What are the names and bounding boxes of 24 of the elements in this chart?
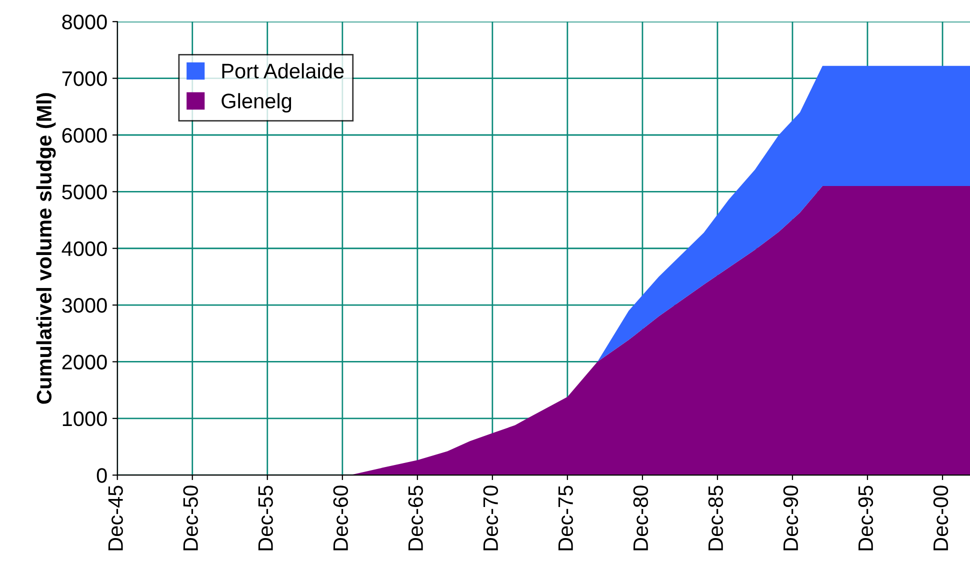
y-tick-label: 4000 <box>62 241 107 256</box>
x-tick-label: Dec-50 <box>183 486 198 550</box>
x-tick-label: Dec-65 <box>408 486 424 550</box>
y-tick-label: 8000 <box>62 14 107 30</box>
x-tick-label: Dec-70 <box>483 486 498 550</box>
x-tick-label: Dec-85 <box>708 486 724 550</box>
x-tick-label: Dec-90 <box>783 486 798 550</box>
x-tick-label: Dec-55 <box>258 486 273 550</box>
y-tick-label: 1000 <box>62 411 107 426</box>
y-tick-label: 2000 <box>62 354 107 370</box>
y-tick-label: 6000 <box>62 128 107 143</box>
y-tick-label: 5000 <box>62 184 107 200</box>
x-tick-label: Dec-95 <box>858 486 874 550</box>
x-tick-label: Dec-60 <box>333 486 348 550</box>
x-tick-label: Dec-80 <box>633 486 648 550</box>
legend-label: Port Adelaide <box>222 63 344 78</box>
x-tick-label: Dec-00 <box>933 486 948 550</box>
x-tick-label: Dec-45 <box>108 486 123 550</box>
y-tick-label: 3000 <box>62 298 107 313</box>
legend-label: Glenelg <box>222 93 292 113</box>
x-tick-label: Dec-75 <box>558 486 574 550</box>
y-axis-title: Cumulativel volume sludge (Ml) <box>36 93 56 404</box>
y-tick-label: 7000 <box>62 71 107 86</box>
y-tick-label: 0 <box>96 468 107 483</box>
